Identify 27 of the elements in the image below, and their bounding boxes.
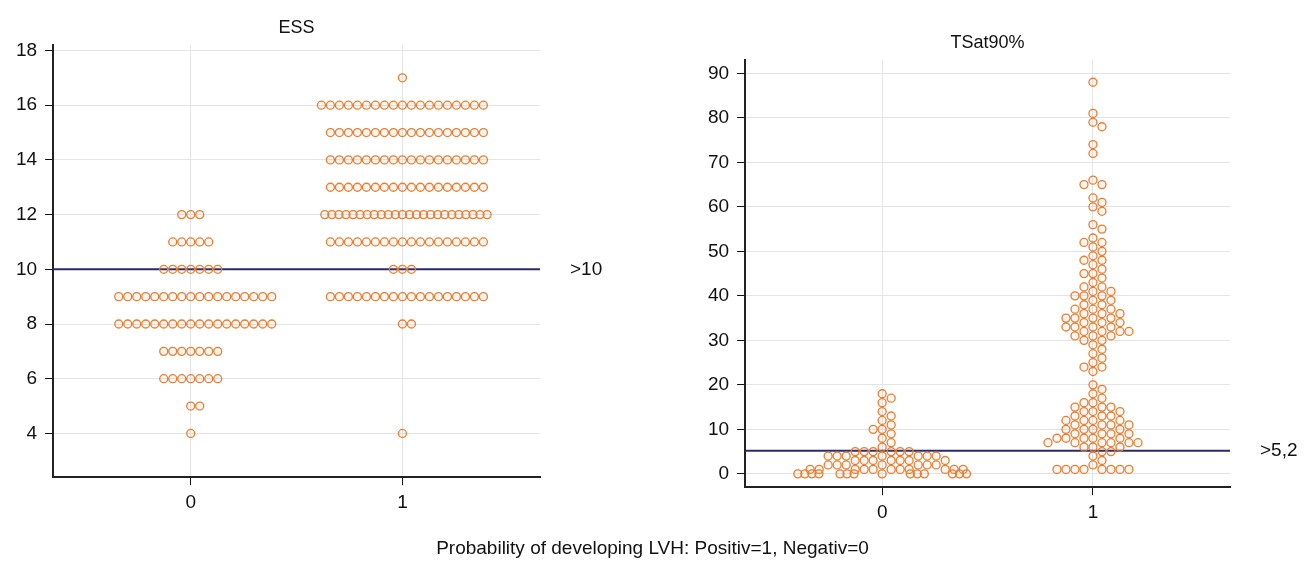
y-tick-label: 60: [707, 195, 730, 217]
y-tick-label: 14: [15, 148, 38, 170]
x-tick-label: 0: [185, 490, 197, 512]
chart-title: ESS: [278, 16, 315, 37]
y-tick-label: 8: [26, 312, 38, 334]
y-tick-label: 90: [707, 61, 730, 83]
y-tick-label: 50: [707, 239, 730, 261]
y-tick-label: 18: [15, 38, 38, 60]
ref-line-label: >10: [570, 257, 603, 279]
x-tick-label: 1: [1087, 500, 1099, 522]
x-tick-label: 0: [876, 500, 888, 522]
y-tick-label: 20: [707, 373, 730, 395]
y-tick-label: 70: [707, 150, 730, 172]
y-tick-label: 10: [707, 417, 730, 439]
chart-title: TSat90%: [950, 31, 1025, 52]
x-tick-label: 1: [397, 490, 408, 512]
y-tick-label: 80: [707, 106, 730, 128]
y-tick-label: 6: [26, 366, 38, 388]
y-tick-label: 0: [718, 462, 730, 484]
ref-line-label: >5,2: [1260, 438, 1298, 460]
y-tick-label: 16: [15, 93, 38, 115]
text: Probability of developing LVH: Positiv=1, Negativ=0: [436, 537, 869, 558]
y-tick-label: 4: [26, 421, 38, 443]
y-tick-label: 12: [15, 202, 38, 224]
y-tick-label: 30: [707, 328, 730, 350]
y-tick-label: 10: [15, 257, 38, 279]
y-tick-label: 40: [707, 284, 730, 306]
